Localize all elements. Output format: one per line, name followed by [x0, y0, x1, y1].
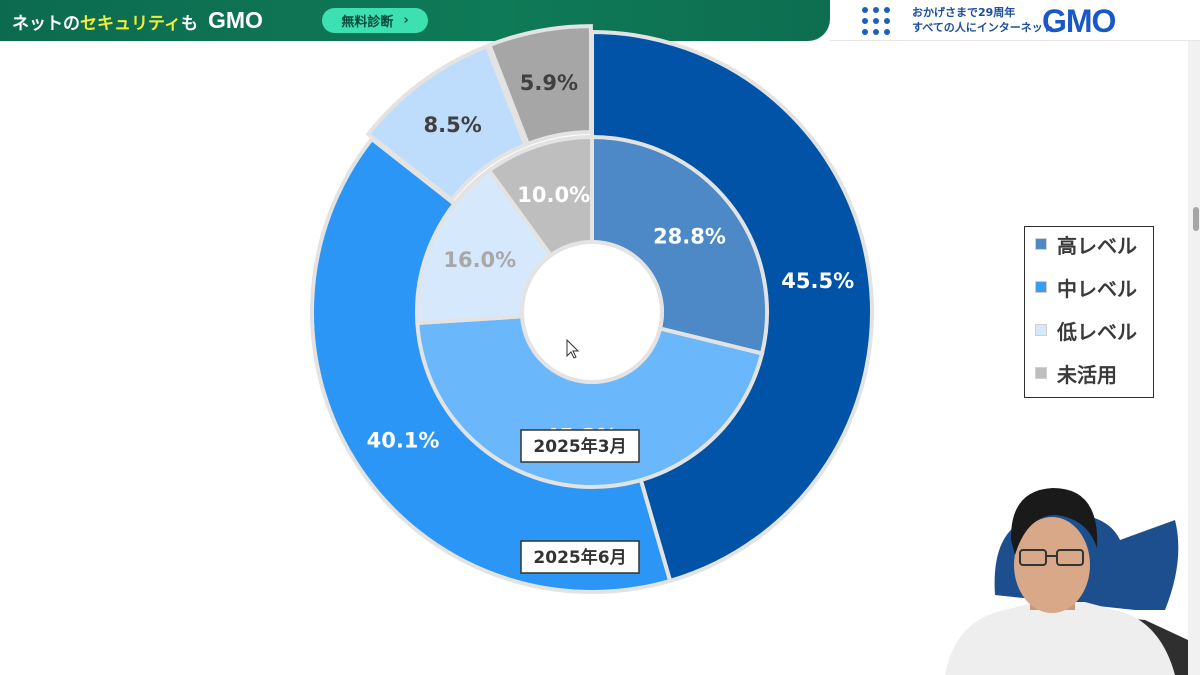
menu-grid-icon[interactable]	[862, 7, 890, 35]
inner-label-unused: 10.0%	[517, 183, 590, 207]
legend-label-high: 高レベル	[1057, 233, 1137, 258]
legend-label-low: 低レベル	[1057, 319, 1137, 344]
free-diagnosis-label: 無料診断	[341, 15, 394, 30]
inner-ring: 28.8%45.2%16.0%10.0%	[415, 134, 769, 489]
tagline-line1: おかげさまで29周年	[912, 6, 1016, 19]
outer-label-low: 8.5%	[424, 113, 482, 137]
gmo-logo-right[interactable]: GMO	[1042, 3, 1116, 39]
mouse-cursor-icon	[566, 338, 580, 359]
presenter-hair	[1010, 488, 1098, 555]
outer-series-name: 2025年6月	[533, 547, 626, 568]
gmo-logo-left[interactable]: GMO	[208, 7, 263, 33]
scrollbar-thumb[interactable]	[1193, 207, 1199, 231]
banner-text-prefix: ネットの	[12, 14, 80, 34]
outer-slice-unused	[486, 24, 593, 147]
inner-label-high: 28.8%	[653, 224, 726, 248]
legend-swatch-medium	[1035, 281, 1047, 293]
outer-label-medium: 40.1%	[367, 429, 440, 453]
donut-hole	[520, 240, 664, 384]
gmo-header: おかげさまで29周年 すべての人にインターネット GMO	[830, 0, 1200, 41]
page-scrollbar[interactable]	[1188, 41, 1200, 675]
inner-label-low: 16.0%	[443, 248, 516, 272]
outer-slice-low	[365, 43, 528, 203]
banner-text-suffix: も	[180, 14, 198, 34]
chevron-right-icon: ›	[403, 13, 409, 28]
glasses-icon	[1019, 549, 1084, 566]
legend-swatch-unused	[1035, 367, 1047, 379]
presenter-face	[1014, 517, 1090, 613]
free-diagnosis-button[interactable]: 無料診断 ›	[322, 8, 428, 33]
legend-item-medium: 中レベル	[1035, 272, 1137, 302]
presenter-webcam	[945, 488, 1188, 675]
tagline-line2: すべての人にインターネット	[912, 21, 1054, 34]
outer-label-unused: 5.9%	[520, 71, 578, 95]
legend-item-high: 高レベル	[1035, 229, 1137, 259]
inner-series-box	[520, 429, 640, 463]
banner-slogan: ネットのセキュリティも	[12, 9, 198, 34]
ad-banner[interactable]: ネットのセキュリティも GMO 無料診断 ›	[0, 0, 830, 41]
outer-series-box	[520, 540, 640, 574]
legend-label-unused: 未活用	[1057, 362, 1117, 387]
inner-series-name: 2025年3月	[533, 436, 626, 457]
legend-item-low: 低レベル	[1035, 315, 1137, 345]
presenter-shirt	[945, 602, 1175, 675]
legend-item-unused: 未活用	[1035, 358, 1117, 388]
outer-label-high: 45.5%	[781, 269, 854, 293]
banner-text-highlight: セキュリティ	[80, 14, 181, 34]
chart-legend: 高レベル 中レベル 低レベル 未活用	[1024, 226, 1154, 398]
legend-label-medium: 中レベル	[1057, 276, 1137, 301]
legend-swatch-low	[1035, 324, 1047, 336]
gmo-tagline: おかげさまで29周年 すべての人にインターネット	[912, 5, 1054, 35]
legend-swatch-high	[1035, 238, 1047, 250]
